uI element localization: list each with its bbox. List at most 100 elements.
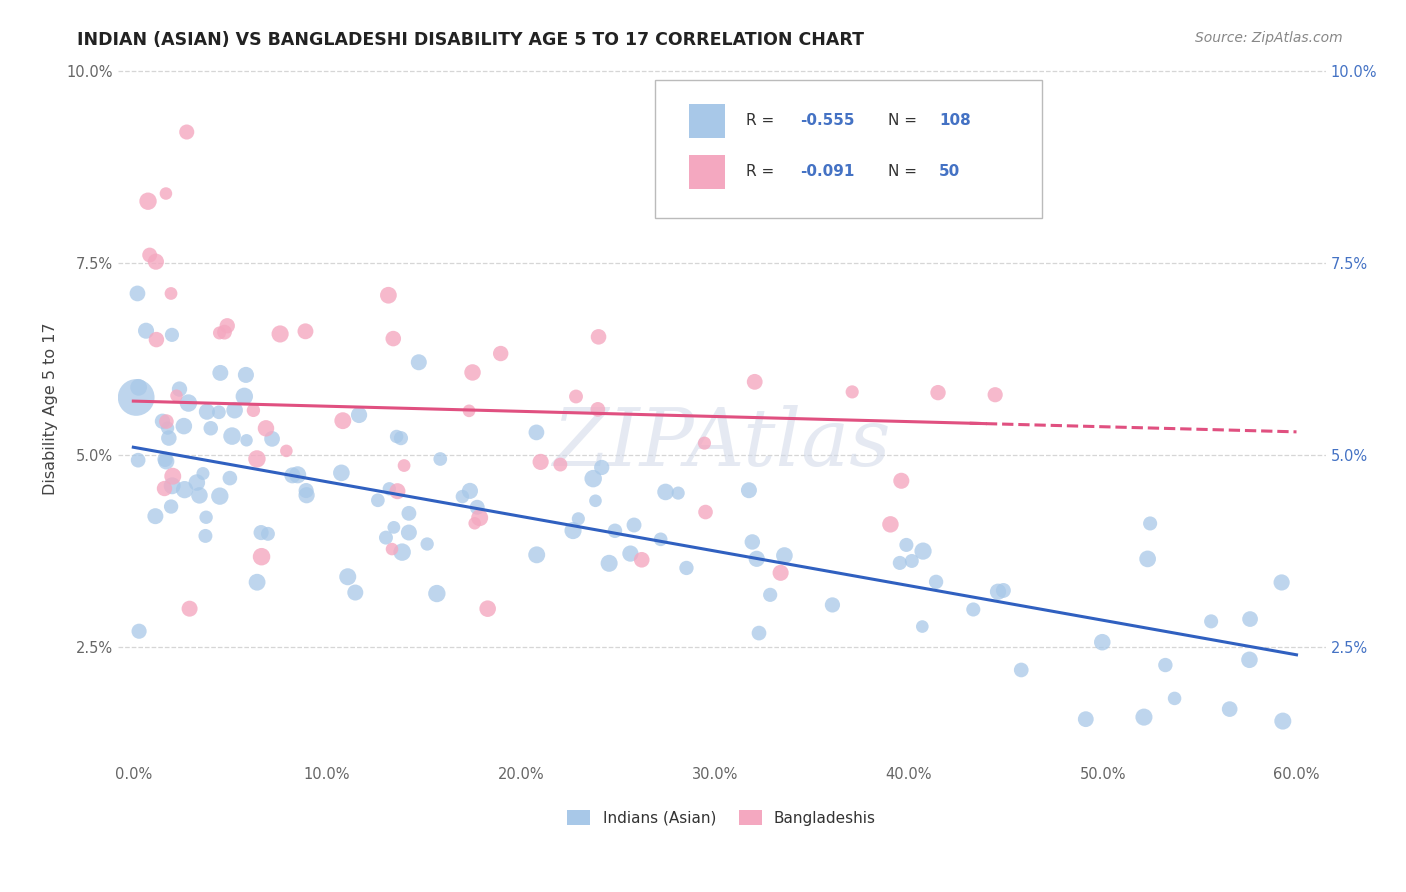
Point <box>173 419 195 434</box>
Point <box>330 466 353 480</box>
Point <box>619 547 641 561</box>
Point <box>195 510 218 524</box>
Text: -0.555: -0.555 <box>800 113 855 128</box>
Point <box>233 389 256 403</box>
Point <box>157 431 180 445</box>
Point <box>984 388 1007 402</box>
Point <box>458 483 481 498</box>
Point <box>145 254 167 268</box>
Point <box>235 368 257 382</box>
Point <box>242 403 264 417</box>
Point <box>152 414 174 428</box>
Point <box>269 326 291 341</box>
Point <box>911 619 934 633</box>
Point <box>155 415 177 429</box>
Text: N =: N = <box>889 164 922 179</box>
Point <box>389 431 412 445</box>
Text: 50: 50 <box>939 164 960 179</box>
Point <box>382 520 405 534</box>
Point <box>723 140 745 154</box>
Point <box>416 537 439 551</box>
Point <box>1271 575 1294 590</box>
Point <box>246 575 269 590</box>
Point <box>675 561 697 575</box>
Point <box>160 500 183 514</box>
Point <box>200 421 222 435</box>
Point <box>127 453 149 467</box>
Point <box>630 553 652 567</box>
Point <box>890 474 912 488</box>
Point <box>1219 702 1241 716</box>
Point <box>186 475 208 490</box>
Point <box>426 586 449 600</box>
Point <box>565 390 588 404</box>
Point <box>993 583 1015 598</box>
Point <box>1154 658 1177 673</box>
Point <box>582 472 605 486</box>
Point <box>160 479 183 493</box>
Point <box>1271 714 1294 728</box>
Point <box>179 601 201 615</box>
Point <box>166 389 188 403</box>
Point <box>155 454 177 468</box>
Point <box>391 545 413 559</box>
Point <box>169 382 191 396</box>
Point <box>741 535 763 549</box>
Point <box>156 421 179 435</box>
Point <box>489 346 512 360</box>
Point <box>1239 612 1261 626</box>
Point <box>125 391 148 405</box>
Point <box>1133 710 1156 724</box>
Point <box>550 458 572 472</box>
Bar <box>689 104 725 138</box>
Point <box>382 332 405 346</box>
Point <box>281 468 304 483</box>
Point <box>224 403 246 417</box>
Point <box>153 482 176 496</box>
Point <box>588 330 610 344</box>
Point <box>208 326 231 340</box>
Point <box>987 584 1010 599</box>
Point <box>160 286 183 301</box>
Point <box>378 482 401 496</box>
Point <box>381 542 404 557</box>
Point <box>294 324 316 338</box>
Point <box>209 366 232 380</box>
Point <box>398 506 420 520</box>
Point <box>530 455 553 469</box>
Point <box>650 533 672 547</box>
Point <box>250 525 273 540</box>
Text: R =: R = <box>745 164 779 179</box>
Text: ZIPAtlas: ZIPAtlas <box>553 405 891 483</box>
Point <box>367 493 389 508</box>
Point <box>160 327 183 342</box>
Point <box>218 471 240 485</box>
Legend: Indians (Asian), Bangladeshis: Indians (Asian), Bangladeshis <box>568 810 876 825</box>
Point <box>221 429 243 443</box>
Point <box>392 458 415 473</box>
Point <box>526 425 548 440</box>
Point <box>526 548 548 562</box>
Point <box>889 556 911 570</box>
Point <box>162 469 184 483</box>
Point <box>262 432 284 446</box>
Point <box>465 500 488 515</box>
Point <box>769 566 792 580</box>
Point <box>744 375 766 389</box>
Point <box>598 557 620 571</box>
Point <box>145 333 167 347</box>
Point <box>191 467 214 481</box>
Text: INDIAN (ASIAN) VS BANGLADESHI DISABILITY AGE 5 TO 17 CORRELATION CHART: INDIAN (ASIAN) VS BANGLADESHI DISABILITY… <box>77 31 865 49</box>
Point <box>385 429 408 443</box>
Point <box>295 483 318 498</box>
Point <box>235 434 257 448</box>
Point <box>623 518 645 533</box>
Point <box>176 125 198 139</box>
Point <box>128 380 150 394</box>
Point <box>745 551 768 566</box>
Point <box>375 531 398 545</box>
Point <box>208 405 231 419</box>
Point <box>603 524 626 538</box>
Point <box>1239 653 1261 667</box>
Point <box>693 436 716 450</box>
